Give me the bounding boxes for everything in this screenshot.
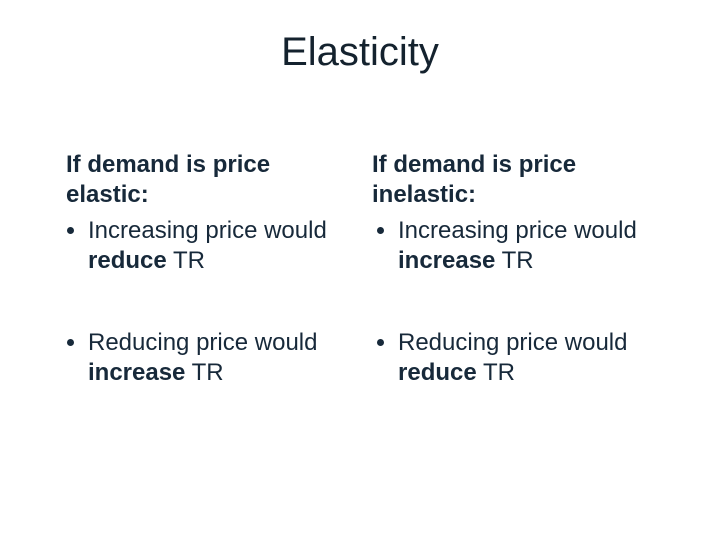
right-column: If demand is price inelastic: Increasing…	[370, 150, 680, 392]
left-bullet-1-emphasis: reduce	[88, 247, 167, 274]
right-heading: If demand is price inelastic:	[370, 150, 660, 210]
left-bullet-1-suffix: TR	[167, 247, 205, 274]
slide-title: Elasticity	[0, 30, 720, 75]
right-bullet-1-prefix: Increasing price would	[398, 217, 637, 244]
left-list-1: Increasing price would reduce TR	[60, 216, 350, 276]
slide: Elasticity If demand is price elastic: I…	[0, 0, 720, 540]
left-heading-prefix: If demand is price	[66, 151, 270, 178]
left-bullet-2-suffix: TR	[185, 359, 223, 386]
right-bullet-2: Reducing price would reduce TR	[398, 328, 660, 388]
left-heading: If demand is price elastic:	[60, 150, 350, 210]
left-bullet-2-emphasis: increase	[88, 359, 185, 386]
left-bullet-2: Reducing price would increase TR	[88, 328, 350, 388]
right-list-1: Increasing price would increase TR	[370, 216, 660, 276]
right-bullet-2-emphasis: reduce	[398, 359, 477, 386]
left-column: If demand is price elastic: Increasing p…	[60, 150, 370, 392]
right-heading-emphasis: inelastic:	[372, 181, 476, 208]
right-heading-prefix: If demand is price	[372, 151, 576, 178]
left-heading-emphasis: elastic:	[66, 181, 149, 208]
content-columns: If demand is price elastic: Increasing p…	[60, 150, 680, 392]
right-list-2: Reducing price would reduce TR	[370, 328, 660, 388]
right-bullet-1-emphasis: increase	[398, 247, 495, 274]
spacer	[370, 280, 660, 328]
left-list-2: Reducing price would increase TR	[60, 328, 350, 388]
right-bullet-1-suffix: TR	[495, 247, 533, 274]
left-bullet-1: Increasing price would reduce TR	[88, 216, 350, 276]
spacer	[60, 280, 350, 328]
left-bullet-2-prefix: Reducing price would	[88, 329, 317, 356]
right-bullet-2-suffix: TR	[477, 359, 515, 386]
left-bullet-1-prefix: Increasing price would	[88, 217, 327, 244]
right-bullet-1: Increasing price would increase TR	[398, 216, 660, 276]
right-bullet-2-prefix: Reducing price would	[398, 329, 627, 356]
